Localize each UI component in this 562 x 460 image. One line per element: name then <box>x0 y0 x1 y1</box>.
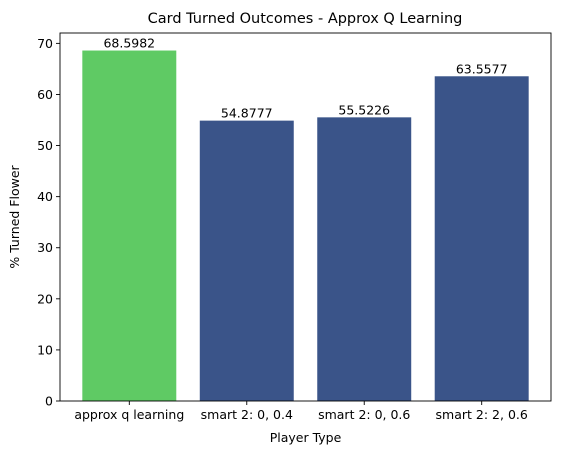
bar <box>199 120 294 401</box>
data-labels-group: 68.5982 54.8777 55.5226 63.5577 <box>103 36 507 121</box>
x-tick-label: smart 2: 0, 0.6 <box>318 407 410 422</box>
y-tick-label: 10 <box>37 342 53 357</box>
y-tick-label: 30 <box>37 240 53 255</box>
y-tick-label: 60 <box>37 87 53 102</box>
x-tick-label: smart 2: 2, 0.6 <box>436 407 528 422</box>
x-tick-label: approx q learning <box>74 407 184 422</box>
chart-title: Card Turned Outcomes - Approx Q Learning <box>148 11 463 27</box>
x-tick-label: smart 2: 0, 0.4 <box>201 407 293 422</box>
bar-value-label: 68.5982 <box>103 36 155 51</box>
plot-frame <box>59 32 552 402</box>
bars-group <box>82 50 529 401</box>
bar-value-label: 54.8777 <box>221 106 273 121</box>
bar-value-label: 63.5577 <box>456 61 508 76</box>
x-axis: approx q learning smart 2: 0, 0.4 smart 2:… <box>74 401 528 422</box>
bar <box>434 76 529 401</box>
y-tick-label: 40 <box>37 189 53 204</box>
y-tick-label: 20 <box>37 291 53 306</box>
y-tick-label: 0 <box>45 394 53 409</box>
bar-value-label: 55.5226 <box>338 102 390 117</box>
bar <box>82 50 177 401</box>
y-axis-label: % Turned Flower <box>7 164 22 268</box>
y-tick-label: 50 <box>37 138 53 153</box>
x-axis-label: Player Type <box>270 430 342 445</box>
bar <box>317 117 412 401</box>
y-axis: 0 10 20 30 40 50 60 70 <box>37 36 60 409</box>
y-tick-label: 70 <box>37 36 53 51</box>
